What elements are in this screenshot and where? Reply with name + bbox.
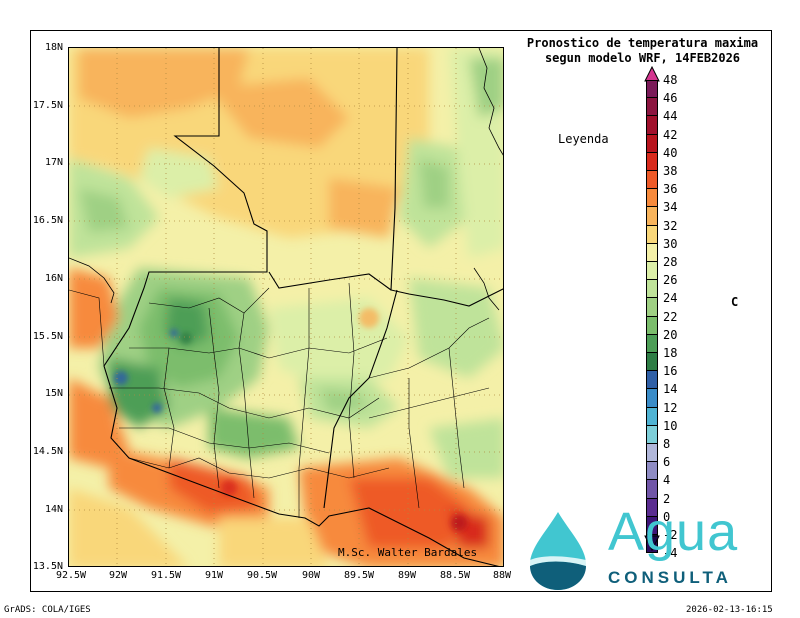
colorbar-tick-label: 44 [663, 109, 678, 124]
colorbar-segment [646, 171, 658, 190]
colorbar-tick-label: 40 [663, 145, 678, 160]
colorbar-segment [646, 334, 658, 353]
colorbar-tick-label: 32 [663, 218, 678, 233]
colorbar-segment [646, 98, 658, 117]
colorbar-segment [646, 480, 658, 499]
colorbar-segment [646, 462, 658, 481]
y-tick-18n: 18N [44, 42, 63, 53]
y-tick-13-5n: 13.5N [32, 561, 63, 572]
colorbar-segment [646, 116, 658, 135]
colorbar-tick-label: 4 [663, 473, 671, 488]
colorbar-segment [646, 298, 658, 317]
x-tick-88-5w: 88.5W [439, 570, 471, 581]
author-credit: M.Sc. Walter Bardales [338, 546, 478, 559]
colorbar-tick-label: 10 [663, 418, 678, 433]
colorbar-tick-label: 28 [663, 255, 678, 269]
colorbar-tick-label: 34 [663, 200, 678, 215]
logo-wordmark: Agua [608, 502, 739, 562]
colorbar-segment [646, 444, 658, 463]
colorbar-tick-label: 14 [663, 382, 678, 397]
colorbar-segment [646, 189, 658, 208]
y-tick-14n: 14N [44, 504, 63, 515]
colorbar-segment [646, 407, 658, 426]
y-tick-17-5n: 17.5N [32, 100, 63, 111]
field-detail [114, 308, 467, 531]
x-tick-90w: 90W [301, 570, 321, 581]
colorbar-segment [646, 243, 658, 262]
y-tick-16n: 16N [44, 273, 63, 284]
temperature-map [68, 47, 504, 567]
colorbar-tick-label: 12 [663, 400, 678, 415]
map-title: Pronostico de temperatura maxima segun m… [505, 36, 780, 66]
colorbar-tick-label: -4 [663, 546, 678, 561]
x-tick-89-5w: 89.5W [343, 570, 375, 581]
colorbar-segment [646, 371, 658, 390]
colorbar-tick-label: 22 [663, 309, 678, 324]
water-drop-logo-icon [530, 512, 586, 590]
unit-label: C [731, 295, 739, 309]
colorbar-tick-label: 38 [663, 164, 678, 178]
colorbar-tick-label: 26 [663, 273, 678, 288]
colorbar-segment [646, 498, 658, 517]
plot-frame [30, 30, 772, 592]
colorbar-tick-label: 42 [663, 127, 678, 142]
x-tick-92-5w: 92.5W [55, 570, 87, 581]
colorbar-tick-label: 18 [663, 346, 678, 360]
colorbar-segment [646, 225, 658, 244]
coastline [69, 48, 503, 311]
x-tick-88w: 88W [492, 570, 512, 581]
footer-timestamp: 2026-02-13-16:15 [686, 605, 773, 615]
colorbar-segment [646, 389, 658, 408]
title-line-1: Pronostico de temperatura maxima [526, 36, 759, 50]
colorbar-segment [646, 80, 658, 99]
footer-software: GrADS: COLA/IGES [4, 605, 91, 615]
colorbar-tick-label: 48 [663, 73, 678, 87]
logo-subtitle: CONSULTA [608, 568, 732, 587]
colorbar-segment [646, 425, 658, 444]
legend-label: Leyenda [558, 132, 609, 146]
colorbar-segment [646, 316, 658, 335]
colorbar-tick-label: -2 [663, 528, 678, 542]
country-borders [103, 48, 503, 566]
x-tick-92w: 92W [108, 570, 128, 581]
colorbar-segment [646, 516, 658, 535]
y-tick-14-5n: 14.5N [32, 446, 63, 457]
colorbar-segment [646, 353, 658, 372]
colorbar-segment [646, 262, 658, 281]
map-field-svg [69, 48, 503, 566]
colorbar-segment [646, 152, 658, 171]
colorbar-tick-label: 2 [663, 491, 671, 506]
colorbar-tick-label: 8 [663, 437, 671, 451]
colorbar-segment [646, 134, 658, 153]
y-tick-17n: 17N [44, 157, 63, 168]
colorbar-tick-label: 16 [663, 364, 678, 379]
colorbar-tick-label: 24 [663, 291, 678, 306]
y-tick-15-5n: 15.5N [32, 331, 63, 342]
colorbar-tick-label: 6 [663, 455, 671, 470]
colorbar-bottom-triangle [644, 535, 660, 551]
colorbar-tick-label: 36 [663, 182, 678, 197]
y-tick-16-5n: 16.5N [32, 215, 63, 226]
colorbar-segment [646, 280, 658, 299]
title-line-2: segun modelo WRF, 14FEB2026 [544, 51, 741, 65]
x-tick-91w: 91W [204, 570, 224, 581]
colorbar-tick-label: 30 [663, 236, 678, 251]
colorbar-segment [646, 207, 658, 226]
x-tick-90-5w: 90.5W [246, 570, 278, 581]
y-tick-15n: 15N [44, 388, 63, 399]
x-tick-91-5w: 91.5W [150, 570, 182, 581]
colorbar-tick-label: 46 [663, 91, 678, 106]
colorbar-tick-label: 0 [663, 509, 671, 524]
map-gridlines [69, 48, 503, 566]
department-borders [69, 282, 490, 518]
colorbar-tick-label: 20 [663, 327, 678, 342]
x-tick-89w: 89W [397, 570, 417, 581]
